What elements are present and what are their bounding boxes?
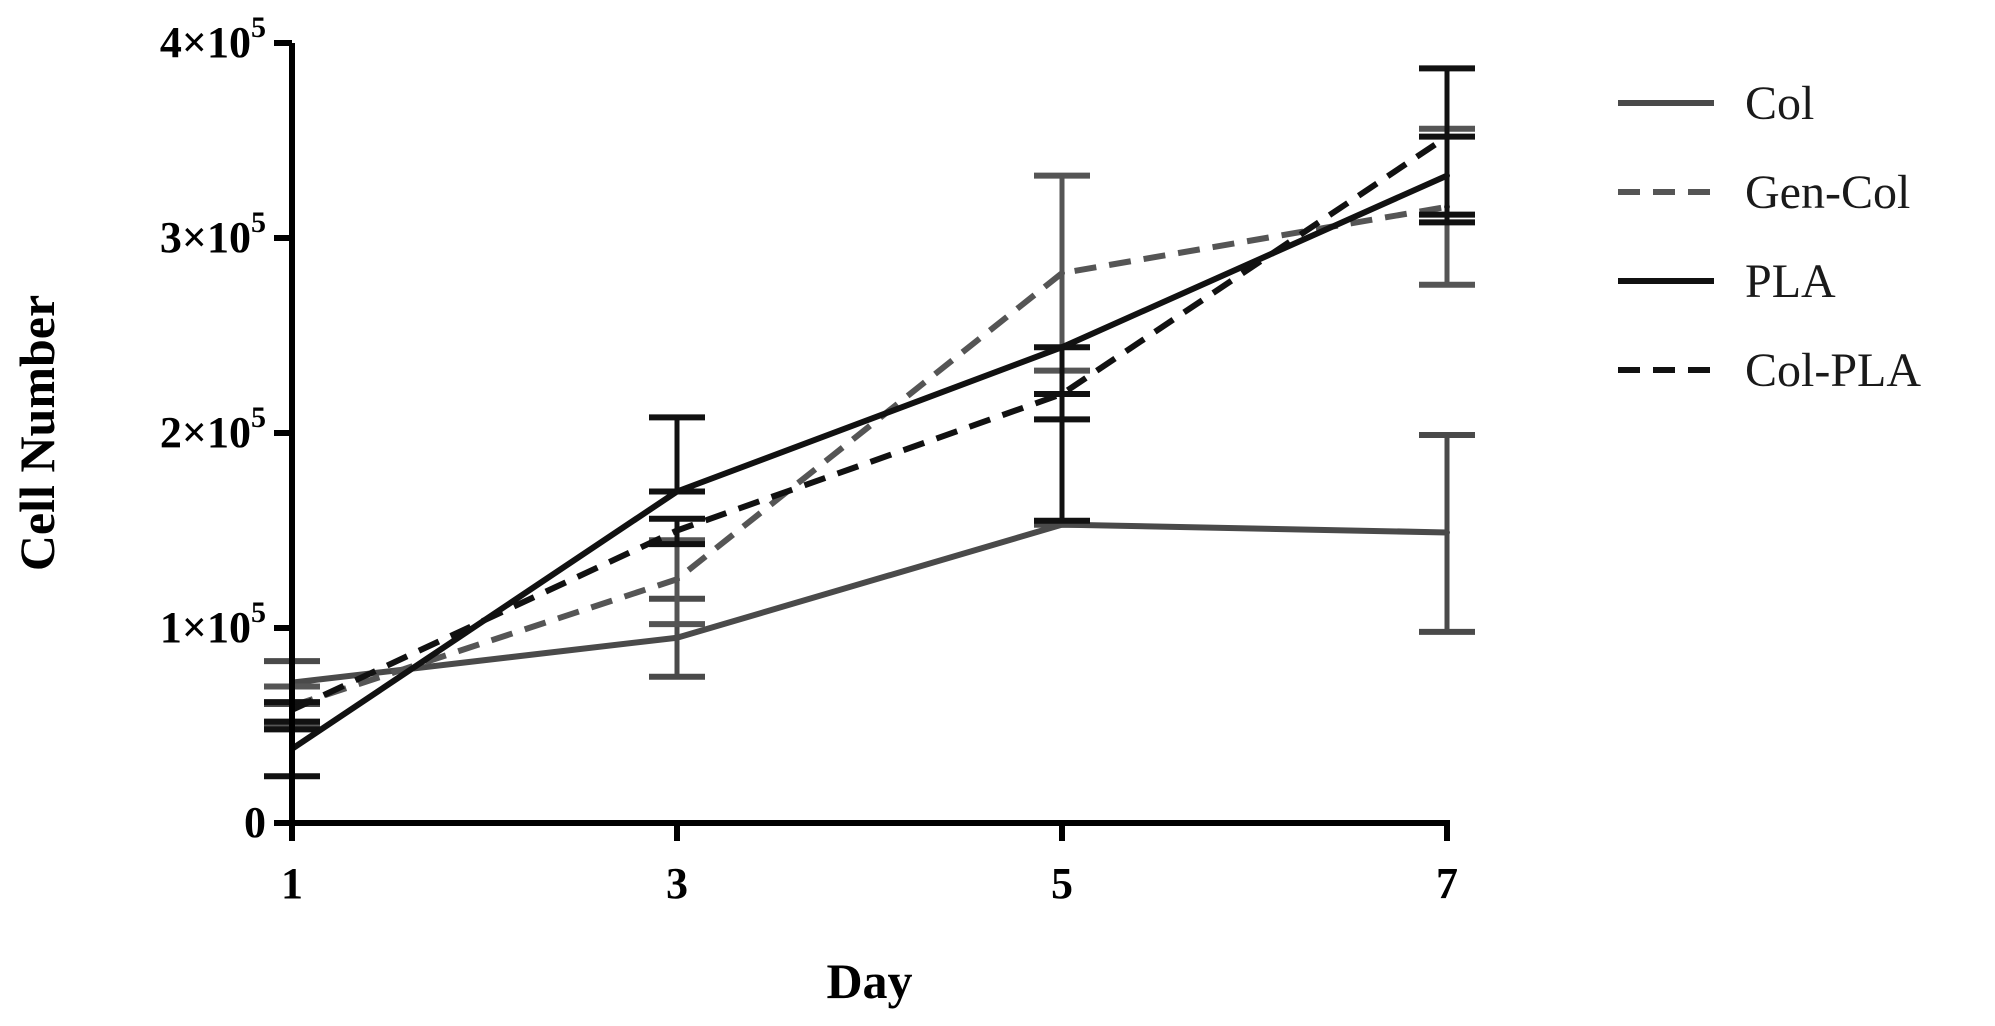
- series-pla: [264, 65, 1475, 780]
- legend-label: Gen-Col: [1745, 166, 1910, 219]
- data-point: [674, 527, 680, 534]
- y-axis-title: Cell Number: [9, 295, 65, 571]
- series-gen-col: [264, 125, 1475, 729]
- series-line: [291, 521, 1448, 686]
- data-point: [1444, 133, 1450, 140]
- legend-label: Col: [1745, 77, 1814, 130]
- legend-label: PLA: [1745, 255, 1836, 308]
- series-col: [264, 431, 1475, 708]
- y-axis-ticks: 0 1×105 2×105 3×105 4×105: [160, 11, 292, 847]
- data-point: [674, 488, 680, 495]
- data-point: [1444, 529, 1450, 536]
- x-axis-title: Day: [826, 953, 912, 1009]
- legend-label: Col-PLA: [1745, 344, 1921, 397]
- data-point: [674, 576, 680, 583]
- x-tick-label: 1: [281, 859, 303, 908]
- data-point: [1059, 344, 1065, 351]
- x-tick-label: 5: [1051, 859, 1073, 908]
- y-tick-label: 0: [244, 798, 266, 847]
- y-tick-label: 2×105: [160, 401, 266, 457]
- series-line: [290, 134, 1449, 713]
- y-tick-label: 4×105: [160, 11, 266, 67]
- legend: Col Gen-Col PLA Col-PLA: [1618, 77, 1921, 397]
- data-point: [1059, 270, 1065, 277]
- x-tick-label: 3: [666, 859, 688, 908]
- series-line: [291, 203, 1448, 709]
- y-tick-label: 1×105: [160, 596, 266, 652]
- series-layer: [264, 65, 1475, 780]
- x-axis-ticks: 1 3 5 7: [281, 823, 1458, 908]
- data-point: [1059, 391, 1065, 397]
- x-tick-label: 7: [1436, 859, 1458, 908]
- data-point: [674, 634, 680, 641]
- y-tick-label: 3×105: [160, 206, 266, 262]
